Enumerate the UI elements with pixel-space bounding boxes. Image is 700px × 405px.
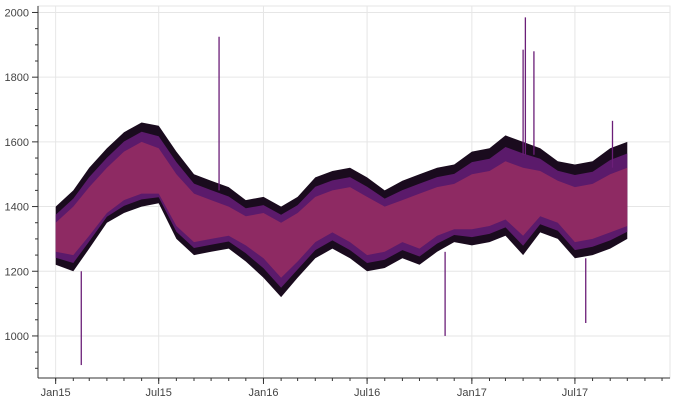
y-tick-label: 1800 (5, 72, 29, 84)
y-tick-label: 1400 (5, 202, 29, 214)
x-tick-label: Jan17 (457, 387, 487, 399)
y-tick-label: 1200 (5, 266, 29, 278)
x-tick-label: Jan15 (41, 387, 71, 399)
x-tick-label: Jul17 (562, 387, 588, 399)
x-tick-label: Jul15 (146, 387, 172, 399)
x-tick-label: Jul16 (354, 387, 380, 399)
y-tick-label: 1000 (5, 331, 29, 343)
y-tick-label: 1600 (5, 137, 29, 149)
series-envelope-core (55, 141, 628, 278)
y-tick-label: 2000 (5, 7, 29, 19)
x-tick-label: Jan16 (248, 387, 278, 399)
